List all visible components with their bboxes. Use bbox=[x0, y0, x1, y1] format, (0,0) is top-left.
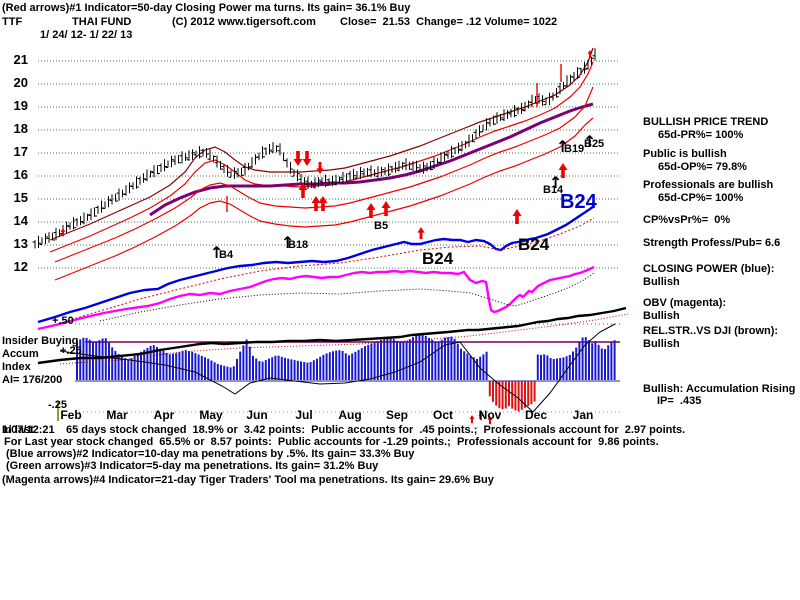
insider-buying-label: Insider Buying bbox=[2, 335, 79, 347]
right-panel-text: Public is bullish bbox=[643, 148, 727, 160]
footer-line: (Magenta arrows)#4 Indicator=21-day Tige… bbox=[2, 474, 494, 486]
right-panel-text: Strength Profess/Pub= 6.6 bbox=[643, 237, 781, 249]
quote-summary: Close= 21.53 Change= .12 Volume= 1022 bbox=[340, 16, 558, 28]
right-panel-text: REL.STR..VS DJI (brown): bbox=[643, 325, 779, 337]
annotation-label: B5 bbox=[374, 220, 389, 232]
footer-line: (Blue arrows)#2 Indicator=10-day ma pene… bbox=[6, 448, 415, 460]
footer-line: (Green arrows)#3 Indicator=5-day ma pene… bbox=[6, 460, 379, 472]
ticker-symbol: TTF bbox=[2, 16, 23, 28]
right-panel-text: 65d-OP%= 79.8% bbox=[658, 161, 747, 173]
right-panel-text: CLOSING POWER (blue): bbox=[643, 263, 775, 275]
price-axis-label: 20 bbox=[13, 75, 28, 90]
right-panel-text: OBV (magenta): bbox=[643, 297, 727, 309]
month-axis-label: Dec bbox=[524, 408, 548, 422]
month-axis-label: May bbox=[199, 408, 223, 422]
footer-line: For Last year stock changed 65.5% or 8.5… bbox=[4, 436, 659, 448]
annotation-label: B24 bbox=[560, 191, 597, 213]
price-axis-label: 19 bbox=[13, 98, 28, 113]
month-axis-label: Sep bbox=[385, 408, 409, 422]
right-panel-text: 65d-CP%= 100% bbox=[658, 192, 744, 204]
month-axis-label: Jul bbox=[295, 408, 313, 422]
annotation-label: B18 bbox=[288, 239, 309, 251]
month-axis-label: Apr bbox=[153, 408, 175, 422]
price-axis-label: 17 bbox=[13, 144, 28, 159]
annotation-label: B25 bbox=[584, 138, 605, 150]
svg-text:↑: ↑ bbox=[549, 173, 562, 192]
svg-text:↑: ↑ bbox=[556, 137, 569, 156]
accum-label: Accum bbox=[2, 348, 39, 360]
price-axis-label: 12 bbox=[13, 259, 28, 274]
right-panel-text: IP= .435 bbox=[657, 395, 702, 407]
copyright: (C) 2012 www.tigersoft.com bbox=[172, 16, 316, 28]
price-axis-label: 13 bbox=[13, 236, 28, 251]
month-axis-label: Nov bbox=[478, 408, 502, 422]
annotation-label: B4 bbox=[219, 249, 234, 261]
scale-minus25-label: -.25 bbox=[48, 399, 67, 411]
indicator-header-line: (Red arrows)#1 Indicator=50-day Closing … bbox=[2, 2, 411, 14]
right-panel-text: BULLISH PRICE TREND bbox=[643, 116, 769, 128]
ai-value-label: AI= 176/200 bbox=[2, 374, 63, 386]
right-panel-text: Professionals are bullish bbox=[643, 179, 774, 191]
annotation-label: B14 bbox=[543, 184, 564, 196]
annotation-label: B24 bbox=[518, 235, 550, 254]
annotation-label: B19 bbox=[564, 143, 585, 155]
month-axis-label: Mar bbox=[106, 408, 128, 422]
price-axis-label: 15 bbox=[13, 190, 28, 205]
price-axis-label: 16 bbox=[13, 167, 28, 182]
price-axis-label: 21 bbox=[13, 52, 28, 67]
right-panel-text: 65d-PR%= 100% bbox=[658, 129, 744, 141]
price-axis-label: 18 bbox=[13, 121, 28, 136]
month-axis-label: Jun bbox=[246, 408, 268, 422]
svg-text:↑: ↑ bbox=[281, 233, 294, 252]
footer-line1-rest: 65 days stock changed 18.9% or 3.42 poin… bbox=[66, 424, 686, 436]
footer-line1-start: In last bbox=[2, 424, 34, 436]
price-axis-label: 14 bbox=[13, 213, 28, 228]
right-panel-text: Bullish bbox=[643, 276, 680, 288]
date-range: 1/ 24/ 12- 1/ 22/ 13 bbox=[40, 29, 133, 41]
month-axis-label: Feb bbox=[60, 408, 82, 422]
right-panel-text: Bullish bbox=[643, 310, 680, 322]
scale-plus25-label: +.25 bbox=[60, 345, 82, 357]
month-axis-label: Aug bbox=[338, 408, 362, 422]
right-panel-text: CP%vsPr%= 0% bbox=[643, 214, 731, 226]
month-axis-label: Oct bbox=[432, 408, 454, 422]
svg-text:↑: ↑ bbox=[210, 243, 223, 262]
annotation-label: B24 bbox=[422, 249, 454, 268]
footer-overlay-date: 1/07/12:21 bbox=[2, 424, 55, 436]
svg-text:↑: ↑ bbox=[583, 132, 596, 151]
fund-name: THAI FUND bbox=[72, 16, 132, 28]
scale-plus50-label: +.50 bbox=[52, 315, 74, 327]
right-panel-text: Bullish bbox=[643, 338, 680, 350]
index-label: Index bbox=[2, 361, 31, 373]
right-panel-text: Bullish: Accumulation Rising bbox=[643, 383, 796, 395]
month-axis-label: Jan bbox=[572, 408, 594, 422]
